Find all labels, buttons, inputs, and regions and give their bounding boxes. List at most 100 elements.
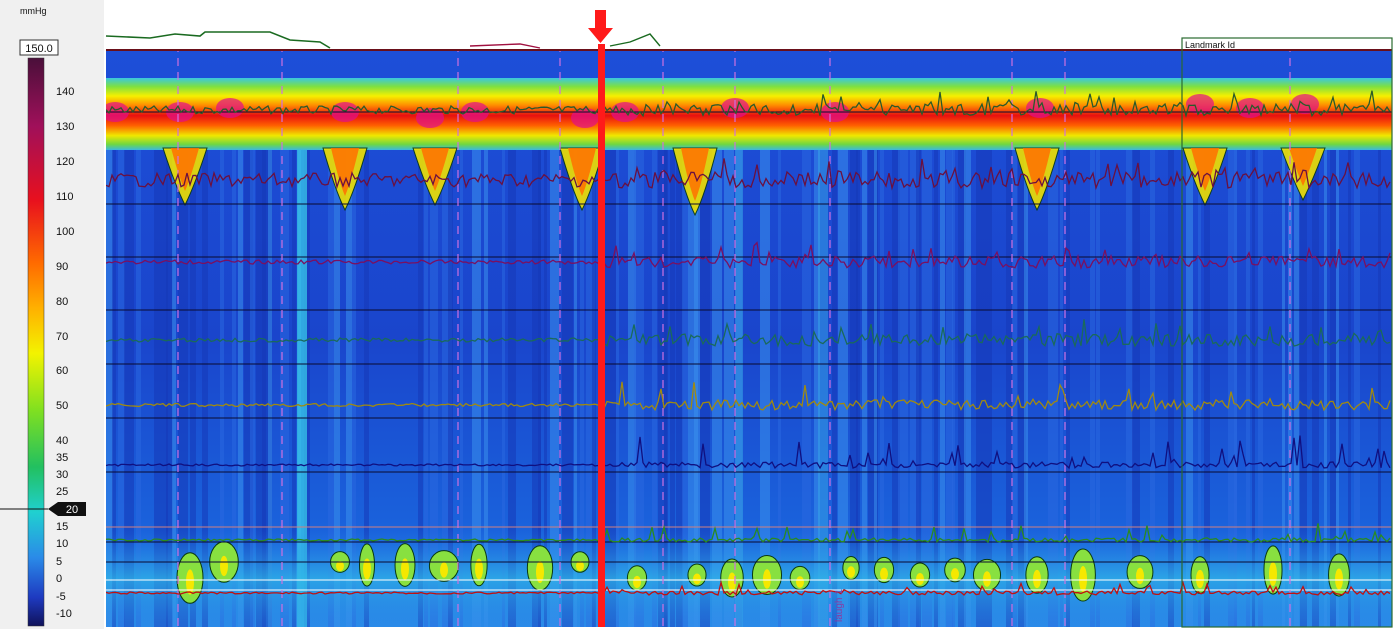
stripe <box>244 150 253 627</box>
overflow-trace <box>609 33 661 47</box>
contraction-blob-core <box>1269 561 1277 587</box>
stripe <box>1150 150 1155 627</box>
stripe <box>472 150 481 627</box>
stripe <box>898 150 908 627</box>
stripe <box>1294 150 1299 627</box>
stripe <box>1204 150 1210 627</box>
pressure-trace <box>106 319 1391 349</box>
red-arrow-icon <box>588 10 613 43</box>
pressure-trace <box>106 241 1391 270</box>
stripe <box>172 150 176 627</box>
stripe <box>430 150 438 627</box>
stripe-bright <box>735 150 743 627</box>
stripe <box>778 150 781 627</box>
stripe <box>1336 150 1339 627</box>
colorbar-tick-label: 15 <box>56 521 68 533</box>
stripe <box>292 150 296 627</box>
colorbar-gradient <box>27 57 45 627</box>
stripe <box>1312 150 1319 627</box>
stripe <box>976 150 982 627</box>
stripe <box>280 150 289 627</box>
drip-core <box>331 148 359 196</box>
stripe <box>1126 150 1133 627</box>
stripe <box>1066 150 1070 627</box>
colorbar-tick-label: 80 <box>56 296 68 308</box>
stripe <box>166 150 173 627</box>
pressure-traces <box>106 90 1391 596</box>
stripe <box>850 150 858 627</box>
stripe <box>916 150 921 627</box>
stripe <box>1258 150 1263 627</box>
stripe <box>352 150 356 627</box>
stripe <box>346 150 352 627</box>
high-pressure-band <box>106 78 1392 150</box>
stripe <box>892 150 900 627</box>
stripe <box>616 150 619 627</box>
stripe <box>1024 150 1028 627</box>
colorbar-tick-label: 90 <box>56 261 68 273</box>
contraction-blob-core <box>763 569 771 589</box>
colorbar-tick-label: 10 <box>56 538 68 550</box>
stripe <box>1048 150 1058 627</box>
drip-core <box>568 148 596 196</box>
contraction-blob-core <box>1196 569 1204 589</box>
colorbar-tick-label: 5 <box>56 556 62 568</box>
colorbar-tick-label: 30 <box>56 469 68 481</box>
contraction-blob-core <box>336 560 344 572</box>
stripe <box>484 150 488 627</box>
contraction-blob-core <box>983 571 991 587</box>
contraction-blob-core <box>951 568 959 580</box>
contraction-blob-core <box>186 569 194 595</box>
pressure-trace <box>106 158 1391 191</box>
stripe <box>544 150 547 627</box>
stripe <box>448 150 453 627</box>
stripe <box>1288 150 1292 627</box>
stripe <box>874 150 877 627</box>
top-overflow-traces <box>105 31 661 49</box>
stripe <box>814 150 820 627</box>
stripe <box>568 150 573 627</box>
stripe <box>1096 150 1100 627</box>
stripe <box>1186 150 1193 627</box>
drip-core <box>1289 148 1317 186</box>
stripe <box>856 150 860 627</box>
stripe <box>724 150 734 627</box>
stripe <box>1012 150 1017 627</box>
drip-core <box>421 148 449 191</box>
contraction-blob-core <box>576 560 584 572</box>
colorbar-max-box <box>19 39 59 56</box>
stripe <box>508 150 516 627</box>
colorbar-tick-label: 35 <box>56 452 68 464</box>
stripe <box>442 150 452 627</box>
stripe <box>112 150 116 627</box>
stripe <box>334 150 340 627</box>
stripe <box>154 150 160 627</box>
colorbar-tick-label: 70 <box>56 331 68 343</box>
bottom-cyan-band <box>106 530 1392 627</box>
stripe <box>760 150 770 627</box>
stripe <box>1132 150 1140 627</box>
stripe <box>538 150 541 627</box>
stripe <box>1378 150 1381 627</box>
stripe <box>1018 150 1026 627</box>
stripe <box>910 150 919 627</box>
stripe <box>364 150 369 627</box>
red-marker-line <box>598 44 605 627</box>
colorbar-tick-label: 0 <box>56 573 62 585</box>
stripe <box>592 150 596 627</box>
colorbar-tick-label: 110 <box>56 191 74 203</box>
stripe <box>1300 150 1307 627</box>
hot-spot <box>571 108 599 128</box>
stripe <box>550 150 559 627</box>
stripe <box>250 150 255 627</box>
stripe <box>658 150 668 627</box>
stripe <box>418 150 423 627</box>
colorbar-tick-label: 100 <box>56 226 74 238</box>
pressure-drips <box>162 147 1326 217</box>
colorbar-tick-label: 120 <box>56 156 74 168</box>
stripe <box>922 150 932 627</box>
hot-spot <box>416 108 444 128</box>
hot-spot <box>1186 94 1214 114</box>
stripe <box>802 150 811 627</box>
